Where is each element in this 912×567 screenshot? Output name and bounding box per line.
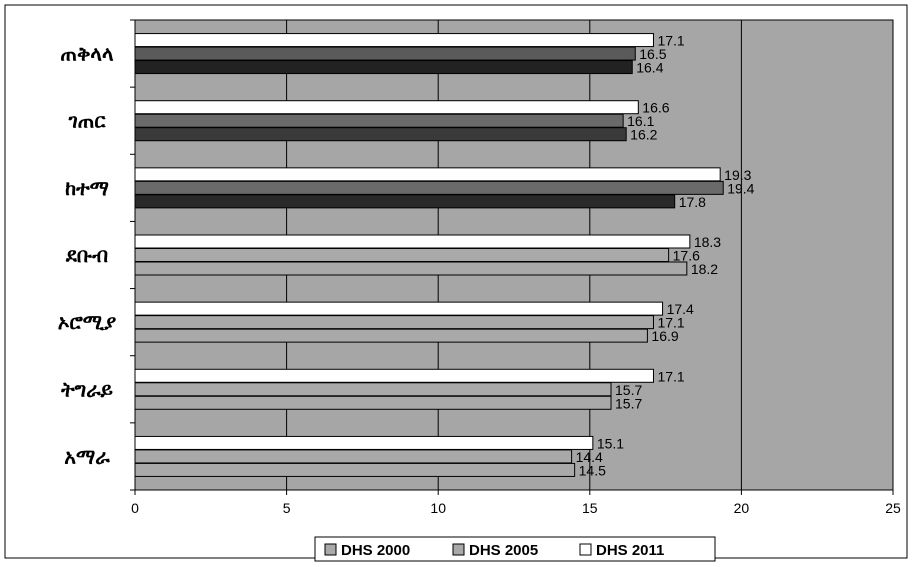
data-label: 15.7	[615, 382, 642, 398]
data-label: 17.1	[657, 33, 684, 49]
category-label: አማራ	[64, 444, 110, 468]
bar	[134, 167, 721, 182]
data-label: 18.2	[691, 261, 718, 277]
data-label: 16.1	[627, 113, 654, 129]
data-label: 17.4	[667, 301, 694, 317]
x-tick-label: 0	[131, 500, 139, 516]
data-label: 16.4	[636, 60, 663, 76]
bar	[134, 60, 633, 75]
bar	[134, 234, 691, 249]
bar	[134, 46, 636, 61]
bar	[134, 449, 573, 464]
data-label: 15.7	[615, 395, 642, 411]
bar	[134, 368, 654, 383]
data-label: 16.6	[642, 100, 669, 116]
legend-swatch	[324, 543, 337, 556]
legend-label: DHS 2011	[596, 542, 664, 559]
category-label: ደቡብ	[65, 243, 108, 267]
data-label: 17.1	[657, 315, 684, 331]
legend-swatch	[452, 543, 465, 556]
bar	[134, 462, 576, 477]
category-label: ከተማ	[65, 176, 109, 200]
data-label: 18.3	[694, 234, 721, 250]
data-label: 15.1	[597, 435, 624, 451]
legend-label: DHS 2000	[341, 542, 410, 559]
data-label: 19.3	[724, 167, 751, 183]
x-tick-label: 20	[734, 500, 750, 516]
data-label: 17.8	[679, 194, 706, 210]
bar	[134, 248, 670, 262]
bar	[134, 382, 612, 397]
bar	[134, 261, 688, 276]
legend: DHS 2000 DHS 2005 DHS 2011	[314, 536, 716, 562]
legend-box	[314, 536, 716, 562]
data-label: 17.6	[673, 248, 700, 264]
data-label: 19.4	[727, 180, 754, 196]
data-label: 16.9	[651, 328, 678, 344]
category-label: ጠቅላላ	[60, 42, 114, 66]
legend-label: DHS 2005	[469, 542, 538, 559]
bar	[134, 194, 676, 209]
data-label: 16.5	[639, 46, 666, 62]
bar	[134, 328, 648, 343]
category-label: ገጠር	[68, 109, 107, 133]
bar	[134, 395, 612, 410]
data-label: 14.4	[576, 449, 603, 465]
data-label: 17.1	[657, 368, 684, 384]
bar	[134, 180, 724, 195]
data-label: 16.2	[630, 127, 657, 143]
bar	[134, 127, 627, 142]
bar	[134, 33, 654, 48]
bar	[134, 435, 594, 450]
category-label: ኦሮሚያ	[58, 310, 116, 334]
bar	[134, 113, 624, 128]
category-label: ትግራይ	[60, 377, 113, 401]
x-tick-label: 5	[283, 500, 291, 516]
bar	[134, 100, 639, 115]
x-tick-label: 10	[430, 500, 446, 516]
bar	[134, 315, 654, 330]
x-tick-label: 25	[885, 500, 901, 516]
bar	[134, 301, 664, 316]
data-label: 14.5	[579, 462, 606, 478]
legend-swatch	[579, 543, 592, 556]
x-tick-label: 15	[582, 500, 598, 516]
